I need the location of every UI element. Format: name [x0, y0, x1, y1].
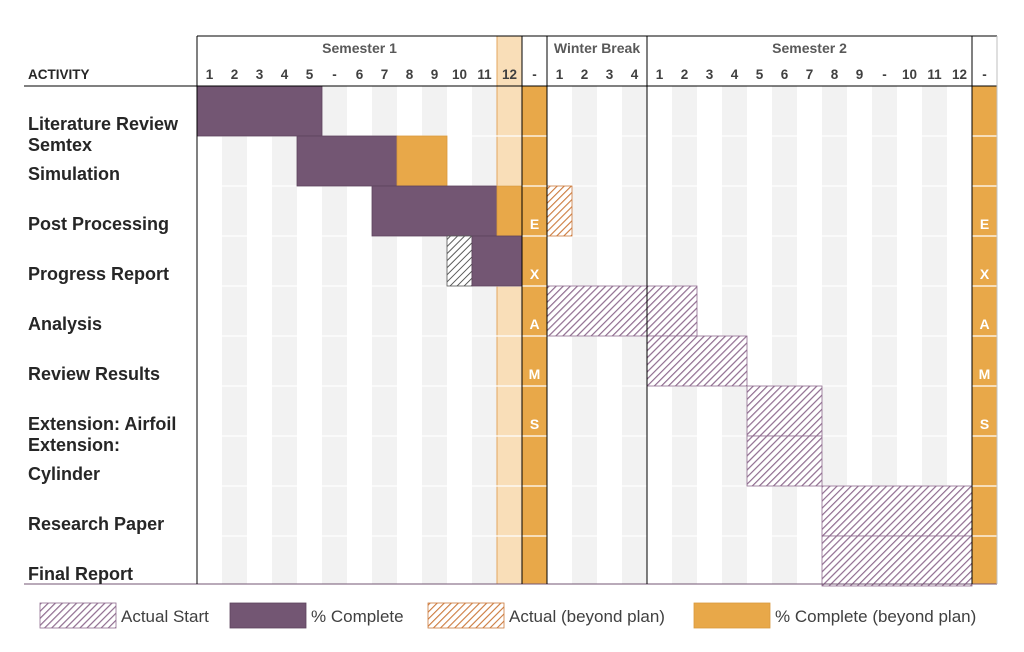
- week-label: 7: [806, 67, 814, 82]
- bar-complete-row-0: [196, 85, 323, 137]
- period-label: Winter Break: [554, 40, 640, 56]
- bar-actual-beyond-row-2: [546, 185, 573, 237]
- week-label: 9: [431, 67, 439, 82]
- week-label: 5: [306, 67, 314, 82]
- bar-actual-start-row-4: [546, 285, 698, 337]
- legend-label: % Complete (beyond plan): [775, 607, 976, 626]
- legend-swatch-complete-beyond: [693, 602, 771, 629]
- activity-label: Final Report: [28, 564, 133, 584]
- activity-label: Review Results: [28, 364, 160, 384]
- week-label: 1: [656, 67, 664, 82]
- exam-letter: S: [530, 416, 539, 432]
- legend-label: % Complete: [311, 607, 404, 626]
- bar-actual-start-row-6: [746, 385, 823, 437]
- activity-label: Research Paper: [28, 514, 164, 534]
- bar-actual-start-row-8: [821, 485, 973, 537]
- week-label: 6: [781, 67, 789, 82]
- legend-label: Actual (beyond plan): [509, 607, 665, 626]
- week-label: 9: [856, 67, 864, 82]
- period-label: Semester 1: [322, 40, 397, 56]
- week-label: -: [882, 67, 887, 82]
- activity-label: Analysis: [28, 314, 102, 334]
- exam-letter: X: [530, 266, 540, 282]
- week-stripe: [772, 86, 797, 584]
- exam-letter: M: [529, 366, 541, 382]
- bar-complete-row-3: [471, 235, 523, 287]
- week-label: 2: [581, 67, 589, 82]
- legend-swatch-complete: [229, 602, 307, 629]
- exam-column: [522, 86, 547, 584]
- week-label: 3: [256, 67, 264, 82]
- exam-column: [972, 86, 997, 584]
- week-label: -: [532, 67, 537, 82]
- week-label: 2: [231, 67, 239, 82]
- week-label: 3: [706, 67, 714, 82]
- activity-label: Semtex: [28, 135, 92, 155]
- week-label: -: [332, 67, 337, 82]
- week-label: 8: [406, 67, 414, 82]
- week-label: 4: [731, 67, 739, 82]
- highlight-column: [497, 36, 522, 584]
- week-label: 12: [502, 67, 517, 82]
- exam-letter: S: [980, 416, 989, 432]
- activity-label: Extension: Airfoil: [28, 414, 176, 434]
- activity-label: Extension:: [28, 435, 120, 455]
- week-stripe: [722, 86, 747, 584]
- period-label: Semester 2: [772, 40, 847, 56]
- legend-swatch-actual-beyond: [427, 602, 505, 629]
- week-label: 11: [477, 67, 492, 82]
- bar-complete-row-2: [371, 185, 498, 237]
- week-label: 3: [606, 67, 614, 82]
- exam-letter: M: [979, 366, 991, 382]
- week-label: 1: [556, 67, 564, 82]
- week-label: 7: [381, 67, 389, 82]
- week-stripe: [222, 86, 247, 584]
- week-label: -: [982, 67, 987, 82]
- week-label: 5: [756, 67, 764, 82]
- bar-actual-start-row-5: [646, 335, 748, 387]
- activity-header: ACTIVITY: [28, 67, 90, 82]
- activity-label: Cylinder: [28, 464, 100, 484]
- activity-label: Post Processing: [28, 214, 169, 234]
- exam-letter: E: [980, 216, 989, 232]
- week-label: 12: [952, 67, 967, 82]
- week-label: 8: [831, 67, 839, 82]
- bar-complete-beyond-row-1: [396, 135, 448, 187]
- legend-label: Actual Start: [121, 607, 209, 626]
- week-label: 10: [902, 67, 917, 82]
- bar-complete-row-1: [296, 135, 398, 187]
- week-label: 4: [281, 67, 289, 82]
- week-stripe: [272, 86, 297, 584]
- week-label: 6: [356, 67, 364, 82]
- week-label: 1: [206, 67, 214, 82]
- week-label: 2: [681, 67, 689, 82]
- week-stripe: [472, 86, 497, 584]
- exam-letter: E: [530, 216, 539, 232]
- bar-complete-beyond-row-2: [496, 185, 523, 237]
- activity-label: Literature Review: [28, 114, 179, 134]
- legend-swatch-actual-start: [39, 602, 117, 629]
- bar-actual-start-row-7: [746, 435, 823, 487]
- bar-actual-start-row-9: [821, 535, 973, 587]
- activity-label: Progress Report: [28, 264, 169, 284]
- activity-label: Simulation: [28, 164, 120, 184]
- exam-letter: A: [979, 316, 989, 332]
- week-label: 4: [631, 67, 639, 82]
- week-label: 10: [452, 67, 467, 82]
- bar-actual-mono-row-3: [446, 235, 473, 287]
- exam-letter: X: [980, 266, 990, 282]
- week-label: 11: [927, 67, 942, 82]
- exam-letter: A: [529, 316, 539, 332]
